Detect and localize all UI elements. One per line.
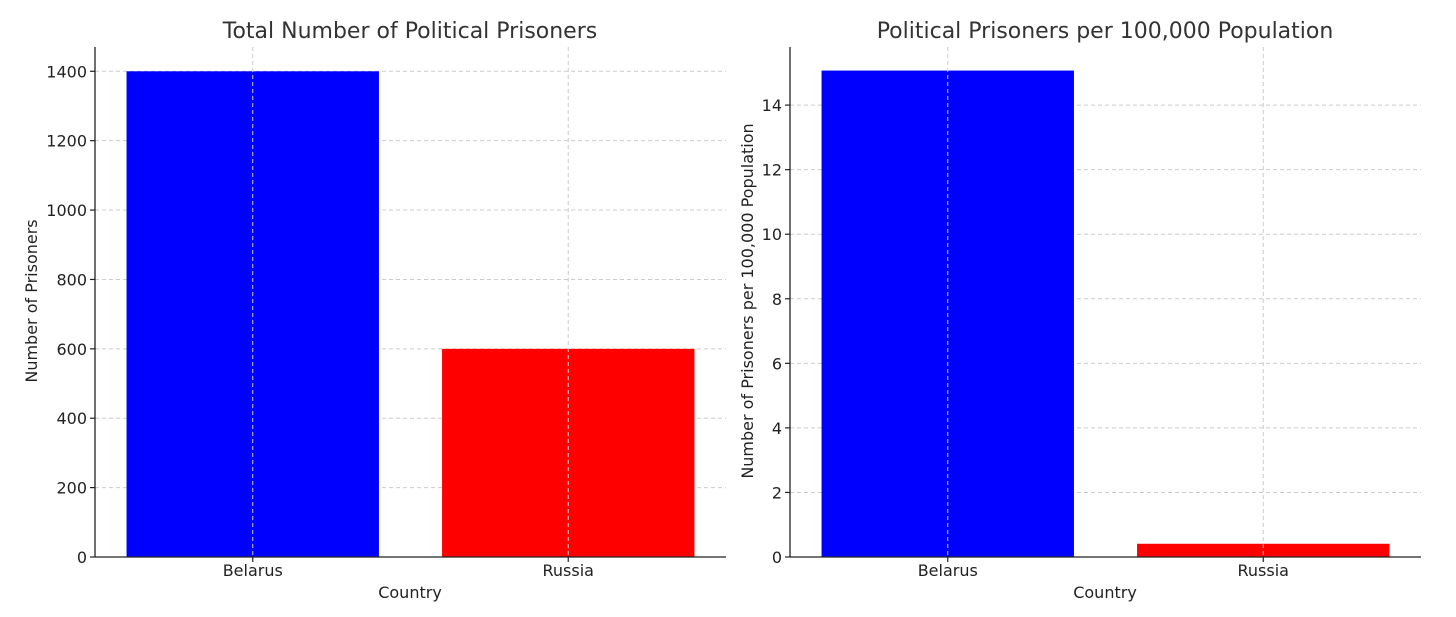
y-tick-label: 4 (772, 419, 782, 438)
bar-russia (1137, 543, 1390, 557)
x-axis-label: Country (1073, 583, 1137, 602)
y-tick-label: 6 (772, 354, 782, 373)
y-tick-label: 8 (772, 290, 782, 309)
chart-total-prisoners: Total Number of Political Prisoners 0 200… (22, 19, 726, 602)
chart-prisoners-per-100k: Political Prisoners per 100,000 Populati… (738, 19, 1421, 602)
y-tick-label: 600 (56, 340, 87, 359)
x-tick-label: Russia (1238, 561, 1289, 580)
y-tick-label: 800 (56, 270, 87, 289)
x-axis-label: Country (378, 583, 442, 602)
x-tick-label: Russia (543, 561, 594, 580)
chart-title: Political Prisoners per 100,000 Populati… (877, 19, 1334, 44)
y-tick-label: 12 (762, 161, 782, 180)
chart-title: Total Number of Political Prisoners (222, 19, 597, 44)
x-tick-label: Belarus (918, 561, 978, 580)
y-tick-label: 10 (762, 225, 782, 244)
y-tick-label: 1000 (46, 201, 87, 220)
y-axis-label: Number of Prisoners per 100,000 Populati… (738, 123, 757, 478)
y-axis-label: Number of Prisoners (22, 219, 41, 382)
y-tick-label: 14 (762, 96, 782, 115)
x-tick-label: Belarus (223, 561, 283, 580)
y-tick-label: 0 (772, 548, 782, 567)
y-tick-label: 1400 (46, 62, 87, 81)
y-tick-label: 200 (56, 479, 87, 498)
y-tick-label: 0 (77, 548, 87, 567)
y-tick-label: 2 (772, 483, 782, 502)
y-tick-label: 400 (56, 409, 87, 428)
y-tick-label: 1200 (46, 132, 87, 151)
